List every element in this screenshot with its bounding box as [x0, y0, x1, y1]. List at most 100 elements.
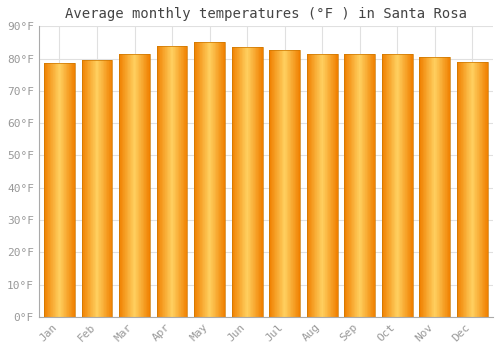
Bar	[143, 54, 144, 317]
Bar	[94, 60, 95, 317]
Bar	[214, 42, 215, 317]
Bar	[296, 50, 297, 317]
Bar	[251, 47, 252, 317]
Bar	[142, 54, 143, 317]
Bar	[335, 54, 336, 317]
Bar	[471, 62, 472, 317]
Bar	[393, 54, 394, 317]
Bar	[273, 50, 274, 317]
Bar	[286, 50, 287, 317]
Bar	[310, 54, 311, 317]
Bar	[443, 57, 444, 317]
Bar	[353, 54, 354, 317]
Bar	[483, 62, 484, 317]
Bar	[248, 47, 249, 317]
Bar	[187, 46, 188, 317]
Bar	[199, 42, 200, 317]
Bar	[132, 54, 134, 317]
Bar	[46, 63, 47, 317]
Bar	[103, 60, 104, 317]
Bar	[448, 57, 449, 317]
Bar	[122, 54, 123, 317]
Bar	[307, 54, 338, 317]
Bar	[439, 57, 440, 317]
Bar	[134, 54, 135, 317]
Bar	[361, 54, 362, 317]
Bar	[121, 54, 122, 317]
Bar	[59, 63, 60, 317]
Bar	[201, 42, 202, 317]
Bar	[324, 54, 326, 317]
Bar	[236, 47, 238, 317]
Bar	[446, 57, 447, 317]
Bar	[270, 50, 300, 317]
Bar	[255, 47, 256, 317]
Bar	[321, 54, 322, 317]
Bar	[320, 54, 321, 317]
Bar	[147, 54, 148, 317]
Bar	[346, 54, 347, 317]
Bar	[172, 46, 174, 317]
Bar	[247, 47, 248, 317]
Bar	[202, 42, 203, 317]
Bar	[48, 63, 49, 317]
Bar	[158, 46, 159, 317]
Bar	[449, 57, 450, 317]
Bar	[383, 54, 384, 317]
Bar	[258, 47, 259, 317]
Bar	[294, 50, 295, 317]
Bar	[130, 54, 131, 317]
Bar	[196, 42, 198, 317]
Bar	[422, 57, 423, 317]
Bar	[392, 54, 393, 317]
Bar	[66, 63, 67, 317]
Bar	[395, 54, 396, 317]
Bar	[408, 54, 409, 317]
Bar	[239, 47, 240, 317]
Bar	[402, 54, 403, 317]
Bar	[156, 46, 158, 317]
Bar	[219, 42, 220, 317]
Bar	[332, 54, 334, 317]
Bar	[435, 57, 436, 317]
Bar	[399, 54, 400, 317]
Bar	[272, 50, 273, 317]
Bar	[442, 57, 443, 317]
Bar	[431, 57, 432, 317]
Bar	[336, 54, 337, 317]
Bar	[95, 60, 96, 317]
Bar	[427, 57, 428, 317]
Bar	[70, 63, 71, 317]
Bar	[186, 46, 187, 317]
Bar	[436, 57, 438, 317]
Bar	[124, 54, 126, 317]
Bar	[474, 62, 475, 317]
Bar	[232, 47, 233, 317]
Bar	[470, 62, 471, 317]
Bar	[207, 42, 208, 317]
Bar	[478, 62, 479, 317]
Bar	[68, 63, 70, 317]
Bar	[194, 42, 195, 317]
Bar	[352, 54, 353, 317]
Bar	[385, 54, 386, 317]
Bar	[287, 50, 288, 317]
Bar	[108, 60, 110, 317]
Bar	[473, 62, 474, 317]
Bar	[390, 54, 391, 317]
Bar	[240, 47, 241, 317]
Bar	[82, 60, 83, 317]
Bar	[164, 46, 166, 317]
Bar	[180, 46, 182, 317]
Bar	[97, 60, 98, 317]
Bar	[297, 50, 298, 317]
Bar	[351, 54, 352, 317]
Bar	[424, 57, 425, 317]
Bar	[159, 46, 160, 317]
Bar	[140, 54, 141, 317]
Bar	[288, 50, 289, 317]
Bar	[358, 54, 359, 317]
Bar	[232, 47, 262, 317]
Bar	[433, 57, 434, 317]
Bar	[350, 54, 351, 317]
